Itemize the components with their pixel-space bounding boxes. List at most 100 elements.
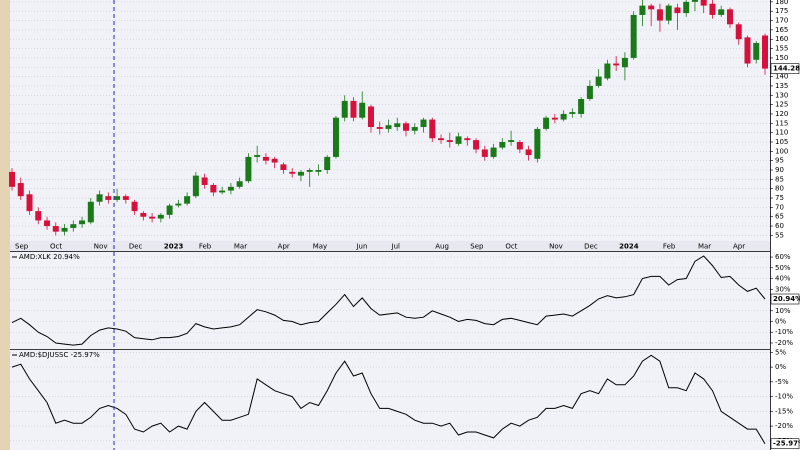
candle-body	[262, 156, 269, 161]
candle-body	[96, 194, 103, 202]
candle-body	[122, 196, 129, 200]
y-tick-label: 165	[775, 26, 788, 34]
candle-body	[175, 203, 182, 206]
last-value-label: 144.28	[773, 65, 800, 73]
candle-body	[385, 125, 392, 129]
candle-body	[691, 0, 698, 2]
candle-body	[271, 158, 278, 163]
y-tick-label: 55	[775, 231, 784, 239]
candle-body	[219, 190, 226, 193]
x-tick-label: Jul	[391, 243, 401, 251]
candle-body	[744, 37, 751, 64]
candle-body	[735, 24, 742, 40]
x-tick-label: Sep	[15, 243, 29, 251]
y-tick-label: 60%	[775, 253, 791, 261]
candle-body	[656, 9, 663, 21]
y-tick-label: 0%	[775, 318, 786, 326]
candle-body	[35, 211, 42, 221]
candle-body	[674, 7, 681, 14]
candle-body	[17, 183, 24, 197]
candle-body	[166, 205, 173, 215]
candle-body	[630, 14, 637, 58]
y-tick-label: 105	[775, 138, 788, 146]
x-tick-label: Aug	[435, 243, 449, 251]
x-tick-label: Nov	[549, 243, 563, 251]
left-strip	[0, 0, 10, 450]
legend-label: AMD:XLK 20.94%	[19, 253, 80, 261]
candle-body	[508, 140, 515, 142]
x-tick-label: Dec	[129, 243, 143, 251]
candle-body	[26, 194, 33, 212]
candle-body	[543, 117, 550, 129]
x-tick-label: Dec	[584, 243, 598, 251]
x-tick-label: May	[313, 243, 327, 251]
candle-body	[367, 106, 374, 128]
candle-body	[621, 57, 628, 68]
y-tick-label: 130	[775, 91, 788, 99]
y-tick-label: 90	[775, 166, 784, 174]
y-tick-label: 50%	[775, 264, 791, 272]
candle-body	[586, 85, 593, 100]
y-tick-label: 75	[775, 194, 784, 202]
series-line	[11, 255, 766, 346]
candle-body	[551, 117, 558, 120]
y-tick-label: 70	[775, 203, 784, 211]
y-tick-label: 140	[775, 73, 788, 81]
candle-body	[613, 63, 620, 66]
candle-body	[429, 119, 436, 139]
y-tick-label: 110	[775, 129, 788, 137]
y-tick-label: 180	[775, 0, 788, 6]
candle-body	[709, 3, 716, 15]
candle-body	[210, 184, 217, 193]
candle-body	[157, 214, 164, 219]
candle-body	[665, 5, 672, 21]
y-tick-label: -10%	[775, 328, 793, 336]
x-tick-label: Feb	[663, 243, 676, 251]
y-tick-label: 150	[775, 54, 788, 62]
candle-body	[105, 196, 112, 200]
last-value-label: -25.97%	[773, 440, 800, 448]
candle-body	[61, 227, 68, 232]
last-value-label: 20.94%	[773, 295, 800, 303]
candle-body	[490, 147, 497, 157]
plot-background	[10, 0, 770, 450]
candle-body	[525, 149, 532, 156]
candle-body	[403, 123, 410, 131]
last-value-box	[770, 293, 800, 305]
x-tick-label: Apr	[278, 243, 290, 251]
y-tick-label: 155	[775, 45, 788, 53]
x-axis-strip	[10, 241, 770, 252]
candle-body	[245, 156, 252, 182]
candle-body	[411, 127, 418, 131]
candle-body	[683, 1, 690, 14]
legend-label: AMD:$DJUSSC -25.97%	[19, 351, 100, 359]
y-tick-label: 175	[775, 7, 788, 15]
candle-body	[473, 140, 480, 150]
candle-body	[762, 35, 768, 69]
y-tick-label: -5%	[775, 378, 789, 386]
y-tick-label: 170	[775, 17, 788, 25]
candle-body	[700, 0, 707, 6]
candle-body	[297, 171, 304, 176]
candle-body	[394, 123, 401, 128]
candle-body	[9, 171, 15, 187]
layer: 5560657075808590951001051101151201251301…	[9, 0, 800, 450]
candle-body	[79, 220, 86, 225]
candle-body	[376, 127, 383, 129]
candle-body	[516, 141, 523, 150]
candle-body	[420, 119, 427, 128]
y-tick-label: 160	[775, 35, 788, 43]
candle-body	[726, 9, 733, 25]
candle-body	[236, 181, 243, 187]
candle-body	[455, 136, 462, 144]
candle-body	[578, 99, 585, 114]
y-tick-label: 60	[775, 222, 784, 230]
candle-body	[201, 177, 208, 185]
candle-body	[70, 224, 77, 228]
y-tick-label: 115	[775, 119, 788, 127]
candle-body	[227, 186, 234, 191]
candle-body	[499, 141, 506, 148]
candle-body	[280, 164, 287, 171]
